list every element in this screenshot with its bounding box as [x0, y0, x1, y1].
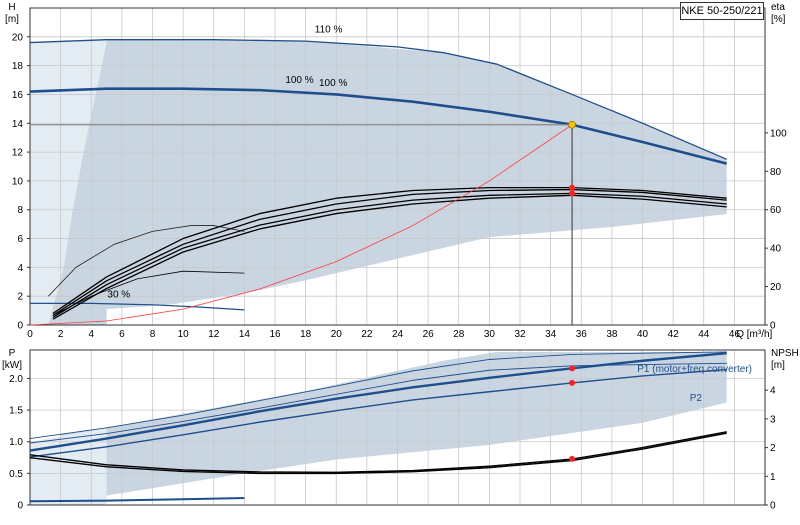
power-point-marker-2: [569, 455, 576, 462]
y2-tick-label-1-1: 1: [770, 472, 776, 483]
y-tick-label-1-3: 1.5: [9, 406, 23, 417]
y-tick-label-0-10: 20: [12, 32, 24, 43]
eta-point-marker-1: [569, 190, 576, 197]
x-tick-label-11: 22: [361, 329, 373, 340]
curve-annotation-0: 110 %: [315, 24, 343, 35]
y-tick-label-0-7: 14: [12, 119, 24, 130]
x-tick-label-4: 8: [150, 329, 156, 340]
chart-title: NKE 50-250/221: [680, 2, 764, 20]
operating-envelope-1: [60, 351, 727, 505]
x-tick-label-2: 4: [88, 329, 94, 340]
operating-point-marker: [568, 120, 576, 129]
power-point-marker-0: [569, 365, 576, 372]
legend-label-p1: P1 (motor+freq.converter): [637, 364, 752, 375]
y-tick-label-1-1: 0.5: [9, 469, 23, 480]
x-tick-label-17: 34: [545, 329, 557, 340]
y-tick-label-0-2: 4: [17, 263, 23, 274]
series-line-0-9: [29, 124, 573, 326]
plot-frame-1: [29, 349, 766, 506]
x-tick-label-19: 38: [606, 329, 618, 340]
x-tick-label-0: 0: [27, 329, 33, 340]
y2-tick-label-0-4: 80: [770, 167, 782, 178]
x-tick-label-13: 26: [423, 329, 435, 340]
series-line-1-3: [29, 368, 727, 458]
y2-axis-label-0: eta: [771, 2, 785, 13]
y-axis-label-1: P: [9, 348, 16, 359]
series-line-0-0: [29, 39, 727, 160]
x-tick-label-23: 46: [729, 329, 741, 340]
x-tick-label-1: 2: [58, 329, 64, 340]
y2-tick-label-0-2: 40: [770, 244, 782, 255]
y-axis-unit-0: [m]: [5, 14, 19, 25]
power-point-marker-1: [569, 379, 576, 386]
curve-annotation-1: 100 %: [285, 75, 313, 86]
x-tick-label-22: 44: [698, 329, 710, 340]
x-tick-label-6: 12: [208, 329, 220, 340]
x-tick-label-12: 24: [392, 329, 404, 340]
operating-envelope-0: [48, 39, 727, 325]
y-axis-unit-1: [kW]: [2, 360, 22, 371]
y-tick-label-0-9: 18: [12, 61, 24, 72]
y-axis-label-0: H: [8, 2, 15, 13]
series-line-1-6: [29, 432, 727, 475]
series-line-1-0: [29, 351, 727, 440]
series-line-1-4: [29, 497, 245, 503]
y2-tick-label-0-3: 60: [770, 205, 782, 216]
y-tick-label-1-4: 2.0: [9, 374, 23, 385]
x-axis-label: Q [m³/h]: [736, 329, 772, 340]
series-line-0-5: [52, 188, 727, 316]
x-tick-label-10: 20: [331, 329, 343, 340]
y-tick-label-0-8: 16: [12, 90, 24, 101]
series-line-0-3: [48, 225, 245, 297]
y-tick-label-1-2: 1.0: [9, 437, 23, 448]
y2-tick-label-1-0: 0: [770, 501, 776, 512]
y-tick-label-1-0: 0: [17, 501, 23, 512]
legend-label-p2: P2: [690, 393, 703, 404]
curve-annotation-2: 100 %: [319, 78, 347, 89]
envelope-light-0: [30, 39, 107, 325]
series-line-0-4: [52, 186, 727, 315]
y-tick-label-0-6: 12: [12, 148, 24, 159]
series-line-0-1: [29, 87, 728, 165]
x-tick-label-15: 30: [484, 329, 496, 340]
y2-tick-label-0-1: 20: [770, 282, 782, 293]
plot-frame-0: [29, 7, 766, 326]
x-tick-label-7: 14: [239, 329, 251, 340]
eta-point-marker-0: [569, 184, 576, 191]
curve-annotation-3: 30 %: [107, 290, 130, 301]
y2-tick-label-1-2: 2: [770, 443, 776, 454]
y2-tick-label-0-0: 0: [770, 321, 776, 332]
series-line-1-2: [29, 351, 727, 452]
series-line-0-6: [52, 192, 727, 318]
x-tick-label-18: 36: [576, 329, 588, 340]
y-tick-label-0-1: 2: [17, 292, 23, 303]
x-tick-label-3: 6: [119, 329, 125, 340]
y2-tick-label-1-4: 4: [770, 386, 776, 397]
y2-axis-unit-1: [m]: [771, 360, 785, 371]
x-tick-label-14: 28: [453, 329, 465, 340]
series-line-0-7: [52, 194, 727, 320]
y-tick-label-0-4: 8: [17, 205, 23, 216]
series-line-0-8: [52, 270, 245, 316]
y-tick-label-0-3: 6: [17, 234, 23, 245]
x-tick-label-16: 32: [514, 329, 526, 340]
x-tick-label-8: 16: [269, 329, 281, 340]
x-tick-label-9: 18: [300, 329, 312, 340]
y2-axis-unit-0: [%]: [771, 14, 786, 25]
y2-tick-label-1-3: 3: [770, 414, 776, 425]
y-tick-label-0-5: 10: [12, 176, 24, 187]
y2-axis-label-1: NPSH: [771, 348, 799, 359]
x-tick-label-5: 10: [178, 329, 190, 340]
y-tick-label-0-0: 0: [17, 321, 23, 332]
series-line-1-5: [29, 431, 727, 473]
y2-tick-label-0-5: 100: [770, 128, 787, 139]
x-tick-label-20: 40: [637, 329, 649, 340]
x-tick-label-21: 42: [668, 329, 680, 340]
